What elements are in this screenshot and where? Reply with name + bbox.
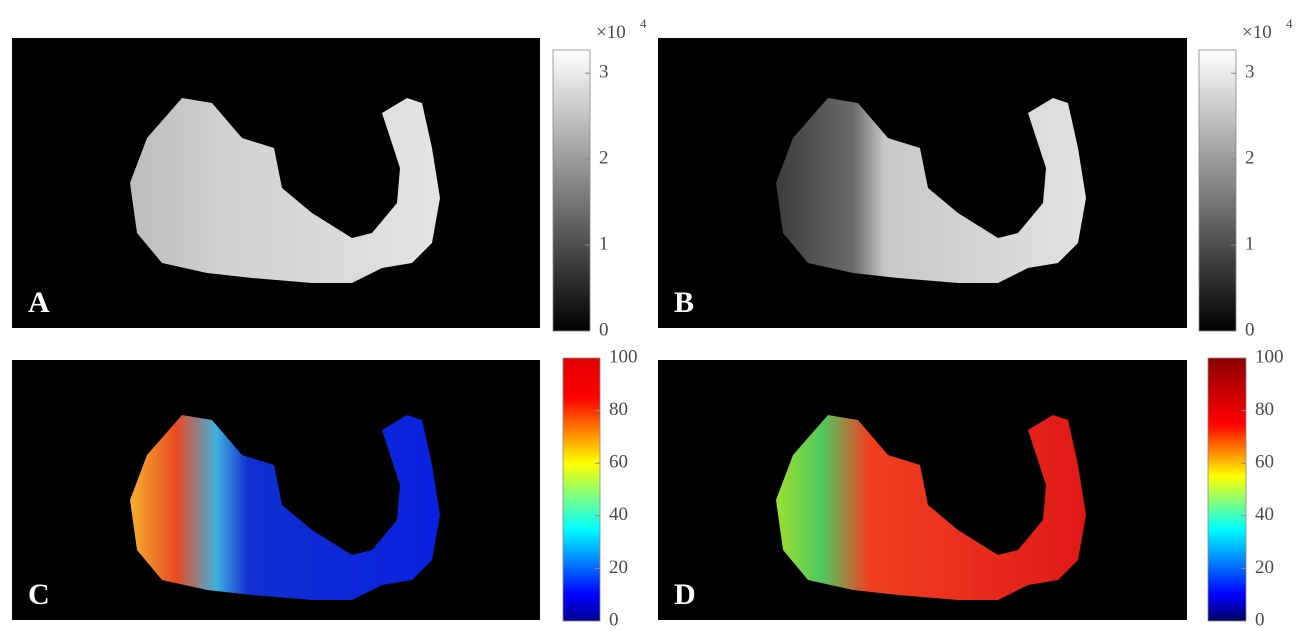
- panel-label: D: [674, 578, 696, 611]
- colorbar-tick-label: 80: [609, 399, 628, 420]
- colorbar: [1198, 49, 1237, 332]
- colorbar-tick-label: 0: [609, 609, 619, 630]
- colorbar-tick-label: 0: [599, 319, 609, 340]
- colorbar-tick-label: 20: [1255, 557, 1274, 578]
- colorbar-multiplier: ×10: [1242, 22, 1272, 43]
- colorbar-tick-label: 3: [599, 62, 609, 83]
- colorbar-tick-label: 40: [609, 504, 628, 525]
- panel-label: C: [28, 578, 50, 611]
- colorbar-tick-label: 100: [1255, 346, 1284, 367]
- colorbar-tick-label: 0: [1245, 319, 1255, 340]
- colorbar-tick-label: 0: [1255, 609, 1265, 630]
- colorbar-tick-label: 2: [599, 147, 609, 168]
- colorbar-tick-label: 3: [1245, 62, 1255, 83]
- colorbar-tick-label: 60: [1255, 452, 1274, 473]
- colorbar-tick-label: 2: [1245, 147, 1255, 168]
- colorbar: [562, 357, 601, 622]
- colorbar-multiplier-power: 4: [1286, 16, 1293, 31]
- colorbar: [1207, 357, 1247, 622]
- colorbar-tick-label: 1: [1245, 233, 1255, 254]
- colorbar-tick-label: 40: [1255, 504, 1274, 525]
- panel-label: A: [28, 286, 50, 319]
- colorbar: [552, 49, 591, 332]
- colorbar-tick-label: 100: [609, 346, 638, 367]
- colorbar-multiplier: ×10: [596, 22, 626, 43]
- panel-label: B: [674, 286, 694, 319]
- colorbar-tick-label: 80: [1255, 399, 1274, 420]
- colorbar-multiplier-power: 4: [640, 16, 647, 31]
- colorbar-tick-label: 60: [609, 452, 628, 473]
- colorbar-tick-label: 1: [599, 233, 609, 254]
- colorbar-tick-label: 20: [609, 557, 628, 578]
